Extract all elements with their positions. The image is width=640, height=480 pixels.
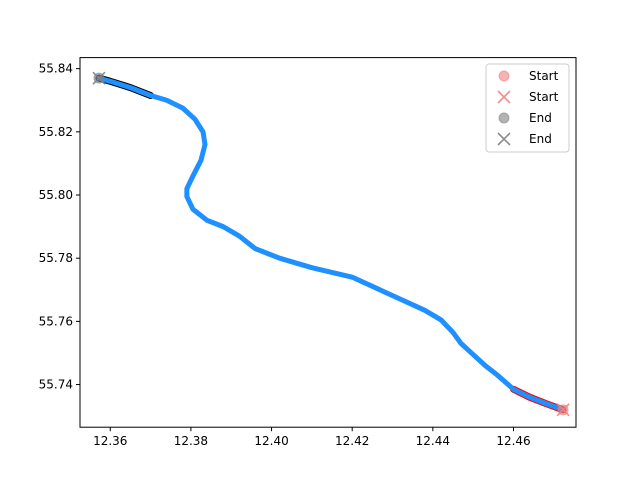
legend-label: End xyxy=(529,111,552,125)
legend: Start Start End End xyxy=(485,63,570,153)
y-tick-label: 55.84 xyxy=(39,62,73,76)
y-tick-label: 55.78 xyxy=(39,251,73,265)
y-axis: 55.74 55.76 55.78 55.80 55.82 55.84 xyxy=(39,62,80,392)
legend-label: End xyxy=(529,132,552,146)
marker-x-legend-3 xyxy=(497,132,511,146)
x-axis: 12.36 12.38 12.40 12.42 12.44 12.46 xyxy=(93,427,531,448)
plot-area xyxy=(92,71,570,417)
x-tick-label: 12.38 xyxy=(174,434,208,448)
x-tick-label: 12.46 xyxy=(496,434,530,448)
x-tick-label: 12.42 xyxy=(335,434,369,448)
marker-x-legend-1 xyxy=(497,90,511,104)
y-tick-label: 55.80 xyxy=(39,188,73,202)
x-tick-label: 12.40 xyxy=(254,434,288,448)
marker-circle-legend-2 xyxy=(498,112,510,124)
marker-x-3 xyxy=(92,71,106,85)
x-tick-label: 12.36 xyxy=(93,434,127,448)
legend-label: Start xyxy=(529,69,559,83)
series-line-0 xyxy=(96,75,566,413)
legend-label: Start xyxy=(529,90,559,104)
x-tick-label: 12.44 xyxy=(416,434,450,448)
axes-frame xyxy=(79,57,577,428)
marker-circle-legend-0 xyxy=(498,70,510,82)
y-tick-label: 55.74 xyxy=(39,378,73,392)
y-tick-label: 55.82 xyxy=(39,125,73,139)
y-tick-label: 55.76 xyxy=(39,314,73,328)
marker-x-1 xyxy=(556,403,570,417)
legend-box xyxy=(485,63,570,153)
